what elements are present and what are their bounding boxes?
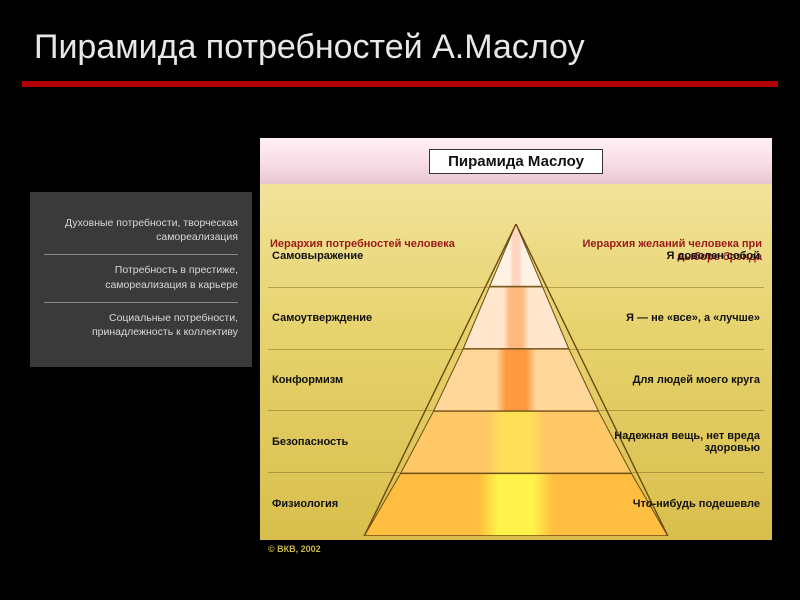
level-row: Самоутверждение Я — не «все», а «лучше» — [268, 287, 764, 349]
level-row: Физиология Что-нибудь подешевле — [268, 472, 764, 534]
level-row: Конформизм Для людей моего круга — [268, 349, 764, 411]
level-left-label: Физиология — [268, 498, 392, 510]
accent-bar — [22, 81, 778, 87]
level-left-label: Самовыражение — [268, 250, 392, 262]
sidebar-box: Духовные потребности, творческая самореа… — [30, 192, 252, 367]
sidebar-item: Потребность в престиже, самореализация в… — [44, 255, 238, 302]
slide-title: Пирамида потребностей А.Маслоу — [22, 18, 778, 73]
level-left-label: Конформизм — [268, 374, 392, 386]
maslow-infographic: Пирамида Маслоу Иерархия потребностей че… — [260, 138, 772, 558]
level-left-label: Самоутверждение — [268, 312, 392, 324]
level-left-label: Безопасность — [268, 436, 392, 448]
sidebar-item: Духовные потребности, творческая самореа… — [44, 208, 238, 255]
sidebar-item: Социальные потребности, принадлежность к… — [44, 303, 238, 349]
level-row: Самовыражение Я доволен собой — [268, 226, 764, 287]
infographic-header: Пирамида Маслоу — [260, 138, 772, 184]
level-right-label: Для людей моего круга — [586, 374, 764, 386]
level-right-label: Надежная вещь, нет вреда здоровью — [586, 430, 764, 454]
level-rows: Самовыражение Я доволен собой Самоутвержде… — [268, 226, 764, 534]
level-row: Безопасность Надежная вещь, нет вреда здо… — [268, 410, 764, 472]
level-right-label: Я доволен собой — [586, 250, 764, 262]
level-right-label: Что-нибудь подешевле — [586, 498, 764, 510]
slide-frame: Пирамида потребностей А.Маслоу Духовные … — [22, 18, 778, 582]
infographic-footer: © ВКВ, 2002 — [260, 540, 772, 558]
level-right-label: Я — не «все», а «лучше» — [586, 312, 764, 324]
infographic-body: Иерархия потребностей человека Иерархия … — [260, 184, 772, 540]
content-area: Духовные потребности, творческая самореа… — [22, 138, 778, 582]
infographic-heading: Пирамида Маслоу — [429, 149, 603, 174]
